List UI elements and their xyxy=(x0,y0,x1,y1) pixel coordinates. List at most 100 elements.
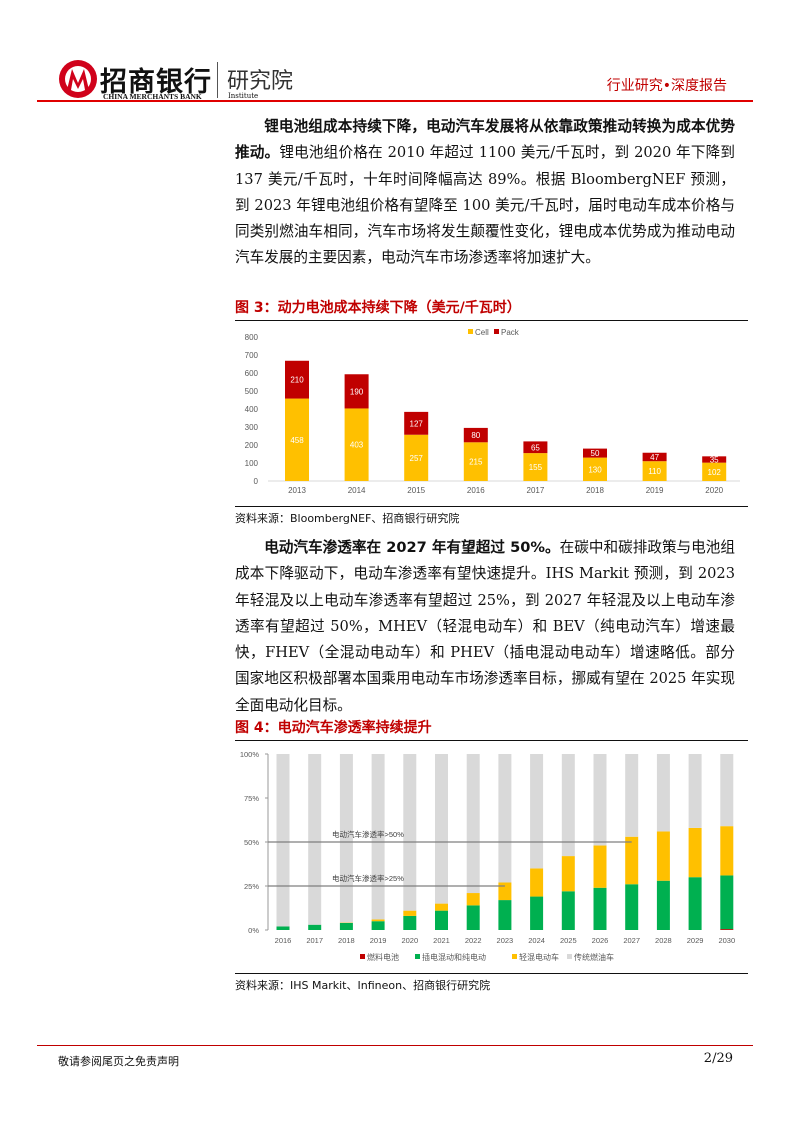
bar-segment xyxy=(720,875,734,930)
bar-pack xyxy=(702,456,727,463)
bar-segment xyxy=(593,887,607,930)
bar-segment xyxy=(688,877,702,930)
ev-penetration-chart: 0% 25% 50% 75% 100% 2016 2017 2018 2019 2020 2021 2… xyxy=(240,750,735,962)
figure-4-source: 资料来源：IHS Markit、Infineon、招商银行研究院 xyxy=(235,973,748,993)
data-label: 35 xyxy=(710,455,719,464)
paragraph-lead: 电动汽车渗透率在 2027 年有望超过 50%。 xyxy=(264,539,560,556)
data-label: 47 xyxy=(650,453,659,462)
data-label: 110 xyxy=(648,467,661,476)
bar-segment xyxy=(561,891,575,930)
y-tick-label: 100% xyxy=(240,750,260,759)
bar-segment xyxy=(593,754,607,846)
bar-segment xyxy=(435,903,448,911)
y-tick-label: 0% xyxy=(248,926,259,935)
x-tick-label: 2019 xyxy=(646,486,664,495)
data-label: 210 xyxy=(290,376,304,385)
bar-segment xyxy=(688,754,702,828)
paragraph-body: 锂电池组价格在 2010 年超过 1100 美元/千瓦时，到 2020 年下降到… xyxy=(235,144,735,267)
bar-cell xyxy=(523,453,548,481)
bar-segment xyxy=(720,754,734,827)
data-label: 65 xyxy=(531,443,540,452)
legend-swatch xyxy=(360,954,365,959)
paragraph-battery-cost: 锂电池组成本持续下降，电动汽车发展将从依靠政策推动转换为成本优势推动。锂电池组价… xyxy=(235,114,735,272)
y-tick-label: 300 xyxy=(245,423,259,432)
legend-label: 燃料电池 xyxy=(367,952,399,962)
bar-segment xyxy=(530,868,544,897)
data-label: 102 xyxy=(708,468,722,477)
bar-segment xyxy=(339,922,353,930)
legend-label: Pack xyxy=(501,328,520,337)
figure-4-title: 图 4：电动汽车渗透率持续提升 xyxy=(235,717,748,741)
bank-name: 招商银行 xyxy=(100,67,212,98)
bar-cell xyxy=(702,462,727,481)
header-divider xyxy=(37,100,753,102)
x-tick-label: 2014 xyxy=(348,486,366,495)
data-label: 80 xyxy=(471,431,480,440)
legend-swatch xyxy=(468,329,473,334)
x-tick-label: 2030 xyxy=(718,936,735,945)
bar-segment xyxy=(593,845,607,888)
cmb-logo-icon xyxy=(59,60,97,98)
x-tick-label: 2013 xyxy=(288,486,306,495)
institute-name-en: Institute xyxy=(228,92,259,100)
bar-segment xyxy=(656,831,670,881)
bar-segment xyxy=(720,929,734,930)
bar-segment xyxy=(498,882,512,901)
legend-swatch xyxy=(512,954,517,959)
bar-pack xyxy=(404,411,429,435)
data-label: 215 xyxy=(469,458,483,467)
bar-pack xyxy=(642,452,667,462)
bar-pack xyxy=(344,374,369,409)
legend-swatch xyxy=(567,954,572,959)
bar-segment xyxy=(498,900,512,930)
x-tick-label: 2019 xyxy=(370,936,387,945)
logo-divider xyxy=(217,62,218,98)
bar-segment xyxy=(308,924,322,930)
x-tick-label: 2025 xyxy=(560,936,577,945)
bar-segment xyxy=(308,754,322,925)
bar-segment xyxy=(276,926,290,930)
bar-cell xyxy=(463,442,488,481)
y-tick-label: 500 xyxy=(245,387,259,396)
y-tick-label: 800 xyxy=(245,333,259,342)
bar-segment xyxy=(530,754,544,869)
bar-pack xyxy=(583,448,607,458)
bar-pack xyxy=(285,360,309,399)
data-label: 155 xyxy=(529,463,543,472)
x-tick-label: 2017 xyxy=(527,486,545,495)
data-label: 190 xyxy=(350,387,364,396)
x-tick-label: 2021 xyxy=(433,936,450,945)
x-tick-label: 2018 xyxy=(586,486,604,495)
bar-segment xyxy=(371,921,385,930)
bar-segment xyxy=(403,915,417,930)
bar-segment xyxy=(276,754,290,927)
legend-label: 轻混电动车 xyxy=(519,952,559,962)
bar-cell xyxy=(344,408,369,481)
x-tick-label: 2022 xyxy=(465,936,482,945)
footer-divider xyxy=(37,1045,753,1046)
bank-name-en: CHINA MERCHANTS BANK xyxy=(103,92,202,101)
bar-segment xyxy=(498,754,512,883)
bar-segment xyxy=(720,826,734,876)
disclaimer-link[interactable]: 敬请参阅尾页之免责声明 xyxy=(58,1055,179,1068)
bar-segment xyxy=(435,910,448,930)
y-tick-label: 0 xyxy=(254,477,259,486)
y-tick-label: 700 xyxy=(245,351,259,360)
bar-pack xyxy=(463,427,488,443)
bar-segment xyxy=(530,896,544,930)
legend-swatch xyxy=(494,329,499,334)
bar-segment xyxy=(371,754,385,920)
data-label: 50 xyxy=(591,449,600,458)
paragraph-ev-penetration: 电动汽车渗透率在 2027 年有望超过 50%。在碳中和碳排政策与电池组成本下降… xyxy=(235,535,735,719)
bar-segment xyxy=(688,827,702,878)
y-tick-label: 25% xyxy=(244,882,259,891)
bar-cell xyxy=(285,398,309,481)
paragraph-lead: 锂电池组成本持续下降，电动汽车发展将从依靠政策推动转换为成本优势推动。 xyxy=(235,118,735,162)
figure-3-title: 图 3：动力电池成本持续下降（美元/千瓦时） xyxy=(235,297,748,321)
threshold-label: 电动汽车渗透率>25% xyxy=(332,873,404,883)
threshold-label: 电动汽车渗透率>50% xyxy=(332,829,404,839)
bar-segment xyxy=(656,754,670,832)
bar-segment xyxy=(435,754,448,904)
x-tick-label: 2023 xyxy=(497,936,514,945)
